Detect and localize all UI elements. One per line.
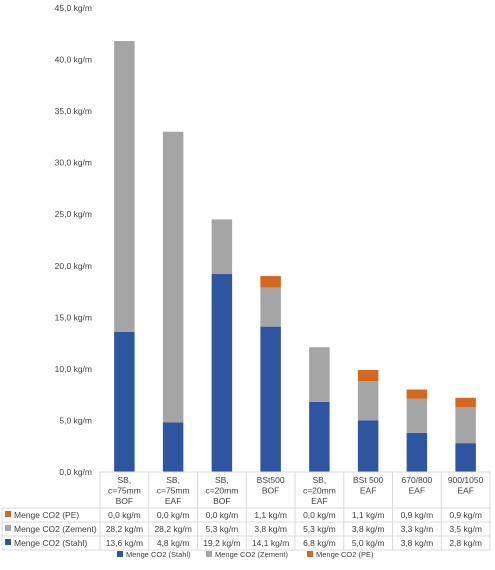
y-tick-label: 10,0 kg/m xyxy=(55,364,92,374)
bar-segment xyxy=(114,331,135,472)
bar-segment xyxy=(309,401,330,472)
category-label: 670/800 EAF xyxy=(402,475,433,496)
y-tick-label: 15,0 kg/m xyxy=(55,312,92,322)
table-cell: 1,1 kg/m xyxy=(352,510,385,520)
legend-swatch xyxy=(206,551,212,557)
category-label: SB, c=20mm EAF xyxy=(303,475,336,506)
table-cell: 13,6 kg/m xyxy=(106,538,143,548)
y-tick-label: 40,0 kg/m xyxy=(55,55,92,65)
table-cell: 3,5 kg/m xyxy=(449,524,482,534)
bar-segment xyxy=(162,422,184,472)
legend-label: Menge CO2 (Zement) xyxy=(215,550,288,559)
table-cell: 3,8 kg/m xyxy=(254,524,287,534)
table-cell: 0,0 kg/m xyxy=(157,510,190,520)
bar-segment xyxy=(260,287,281,327)
bar-segment xyxy=(211,274,233,472)
bar-segment xyxy=(260,276,281,288)
table-cell: 1,1 kg/m xyxy=(254,510,287,520)
legend-label: Menge CO2 (Stahl) xyxy=(126,550,191,559)
table-cell: 6,8 kg/m xyxy=(303,538,336,548)
table-cell: 5,3 kg/m xyxy=(303,524,336,534)
bar-segment xyxy=(455,397,476,408)
legend-swatch xyxy=(307,551,313,557)
legend-label: Menge CO2 (PE) xyxy=(316,550,374,559)
table-cell: 28,2 kg/m xyxy=(106,524,143,534)
category-label: SB, c=75mm BOF xyxy=(108,475,141,506)
category-label: 900/1050 EAF xyxy=(448,475,484,496)
table-cell: 0,0 kg/m xyxy=(303,510,336,520)
category-label: SB, c=75mm EAF xyxy=(157,475,190,506)
y-tick-label: 25,0 kg/m xyxy=(55,209,92,219)
y-tick-label: 20,0 kg/m xyxy=(55,261,92,271)
legend-swatch xyxy=(117,551,123,557)
y-tick-label: 5,0 kg/m xyxy=(59,415,92,425)
table-cell: 3,8 kg/m xyxy=(401,538,434,548)
y-tick-label: 0,0 kg/m xyxy=(59,467,92,477)
bar-segment xyxy=(114,40,135,332)
table-cell: 0,9 kg/m xyxy=(449,510,482,520)
table-cell: 19,2 kg/m xyxy=(203,538,240,548)
bar-segment xyxy=(406,389,428,399)
bar-segment xyxy=(455,443,476,472)
table-cell: 3,3 kg/m xyxy=(401,524,434,534)
table-cell: 5,3 kg/m xyxy=(206,524,239,534)
table-cell: 14,1 kg/m xyxy=(252,538,289,548)
table-cell: 0,0 kg/m xyxy=(108,510,141,520)
table-row-label: Menge CO2 (PE) xyxy=(14,510,79,520)
table-row-label: Menge CO2 (Stahl) xyxy=(14,538,87,548)
category-label: BSt 500 EAF xyxy=(353,475,384,496)
category-label: BSt500 BOF xyxy=(257,475,285,496)
bar-segment xyxy=(260,326,281,472)
table-cell: 5,0 kg/m xyxy=(352,538,385,548)
bar-segment xyxy=(455,407,476,444)
table-row-label: Menge CO2 (Zement) xyxy=(14,524,97,534)
bar-segment xyxy=(406,398,428,433)
bar-segment xyxy=(211,219,233,275)
bar-segment xyxy=(162,131,184,423)
table-cell: 0,0 kg/m xyxy=(206,510,239,520)
table-cell: 0,9 kg/m xyxy=(401,510,434,520)
y-tick-label: 45,0 kg/m xyxy=(55,3,92,13)
legend-key xyxy=(5,539,11,545)
bar-segment xyxy=(357,381,379,421)
legend-key xyxy=(5,525,11,531)
bar-segment xyxy=(357,369,379,382)
table-cell: 28,2 kg/m xyxy=(154,524,191,534)
y-tick-label: 30,0 kg/m xyxy=(55,158,92,168)
bar-segment xyxy=(357,420,379,472)
y-tick-label: 35,0 kg/m xyxy=(55,106,92,116)
table-cell: 2,8 kg/m xyxy=(449,538,482,548)
bar-segment xyxy=(406,432,428,472)
table-cell: 4,8 kg/m xyxy=(157,538,190,548)
legend-key xyxy=(5,511,11,517)
category-label: SB, c=20mm BOF xyxy=(205,475,238,506)
table-cell: 3,8 kg/m xyxy=(352,524,385,534)
bar-segment xyxy=(309,347,330,402)
